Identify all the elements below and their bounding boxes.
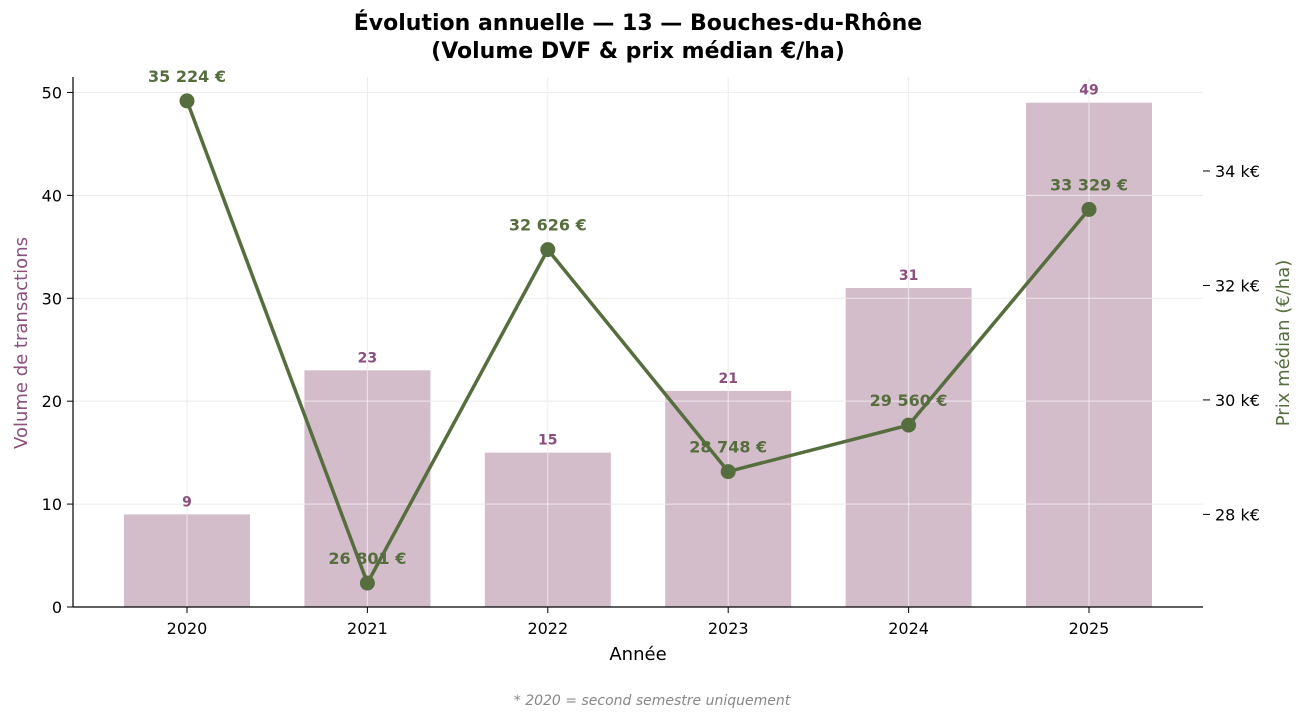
price-point-2020 — [180, 93, 195, 108]
y-left-tick-label: 50 — [42, 83, 62, 102]
x-tick-label-2025: 2025 — [1069, 619, 1110, 638]
footnote: * 2020 = second semestre uniquement — [514, 693, 791, 709]
bar-series — [124, 103, 1152, 607]
bar-value-label-2020: 9 — [182, 494, 192, 510]
x-tick-label-2022: 2022 — [527, 619, 568, 638]
y-left-tick-label: 0 — [52, 598, 62, 617]
x-tick-label-2023: 2023 — [708, 619, 749, 638]
price-value-label-2021: 26 801 € — [328, 549, 406, 568]
y-axis-right-label: Prix médian (€/ha) — [1273, 260, 1294, 427]
y-right-tick-label: 28 k€ — [1215, 505, 1260, 524]
y-right-tick-label: 32 k€ — [1215, 276, 1260, 295]
chart-title-line2: (Volume DVF & prix médian €/ha) — [431, 39, 845, 64]
y-right-tick-label: 30 k€ — [1215, 391, 1260, 410]
price-point-2024 — [901, 418, 916, 433]
price-point-2022 — [540, 242, 555, 257]
price-value-label-2024: 29 560 € — [870, 391, 948, 410]
price-value-label-2020: 35 224 € — [148, 67, 226, 86]
y-left-tick-label: 10 — [42, 495, 62, 514]
price-value-label-2023: 28 748 € — [689, 438, 767, 457]
y-right-tick-label: 34 k€ — [1215, 162, 1260, 181]
x-axis-label: Année — [609, 644, 666, 665]
y-left-tick-label: 30 — [42, 289, 62, 308]
bar-value-label-2021: 23 — [358, 350, 377, 366]
bar-value-label-2022: 15 — [538, 433, 557, 449]
price-point-2023 — [721, 464, 736, 479]
bar-value-label-2023: 21 — [718, 371, 737, 387]
price-value-label-2022: 32 626 € — [509, 216, 587, 235]
data-labels: 9 23 15 21 31 49 35 224 € 26 801 € 32 626 € 28 74… — [148, 67, 1128, 568]
y-left-tick-label: 20 — [42, 392, 62, 411]
price-point-2025 — [1082, 202, 1097, 217]
price-value-label-2025: 33 329 € — [1050, 175, 1128, 194]
bar-value-label-2025: 49 — [1079, 83, 1098, 99]
price-point-2021 — [360, 576, 375, 591]
x-tick-label-2021: 2021 — [347, 619, 388, 638]
y-axis-left-label: Volume de transactions — [11, 237, 32, 449]
bar-value-label-2024: 31 — [899, 268, 918, 284]
x-tick-label-2024: 2024 — [888, 619, 929, 638]
x-tick-label-2020: 2020 — [167, 619, 208, 638]
chart-title-line1: Évolution annuelle — 13 — Bouches-du-Rhô… — [354, 10, 922, 36]
y-left-tick-label: 40 — [42, 186, 62, 205]
